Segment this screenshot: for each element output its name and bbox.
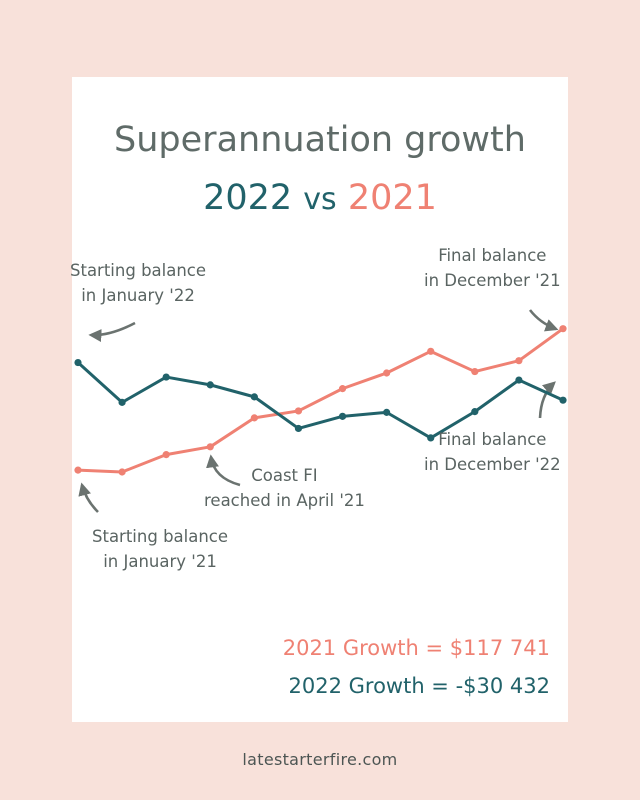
annotation-start-21-line1: Starting balance (92, 527, 229, 546)
chart-subtitle: 2022 vs 2021 (0, 178, 640, 218)
series-line-2021 (77, 327, 564, 474)
annotation-start-22: Starting balance in January '22 (70, 258, 206, 308)
arrow-coast-fi (206, 454, 241, 487)
point-2022-Jun (294, 424, 303, 433)
series-line-2022 (76, 361, 564, 440)
series-layer (74, 325, 567, 476)
growth-2021: 2021 Growth = $117 741 (282, 636, 550, 660)
annotation-start-22-line2: in January '22 (81, 286, 195, 305)
arrow-final-22 (538, 381, 556, 419)
arrow-final-21 (528, 309, 559, 332)
annotation-final-22: Final balance in December '22 (424, 427, 561, 477)
point-2021-Apr (206, 443, 214, 451)
point-2021-Feb (118, 468, 126, 476)
annotation-final-21-line1: Final balance (438, 246, 547, 265)
series-2022 (74, 358, 567, 442)
point-2021-Aug (383, 369, 391, 377)
arrow-start-22 (88, 321, 136, 343)
point-2021-Mar (162, 451, 170, 459)
annotation-start-22-line1: Starting balance (70, 261, 207, 280)
point-2022-Sep (427, 434, 435, 442)
point-2022-May (250, 393, 258, 401)
point-2021-May (250, 414, 258, 422)
subtitle-year-2021: 2021 (347, 178, 437, 218)
subtitle-year-2022: 2022 (203, 178, 293, 218)
point-2022-Nov (515, 376, 523, 384)
site-footer: latestarterfire.com (242, 750, 398, 769)
point-2021-Jan (74, 466, 82, 474)
point-2022-Apr (206, 381, 214, 389)
growth-2022: 2022 Growth = -$30 432 (288, 674, 551, 698)
point-2022-Dec (559, 396, 567, 404)
subtitle-vs: vs (303, 182, 337, 217)
point-2022-Feb (118, 398, 126, 406)
annotation-final-22-line2: in December '22 (424, 455, 561, 474)
point-2021-Oct (471, 367, 479, 376)
point-2022-Jul (338, 412, 347, 420)
annotation-coast-fi-line1: Coast FI (251, 466, 318, 485)
point-2022-Jan (74, 358, 82, 367)
point-2021-Sep (427, 347, 435, 355)
point-2021-Dec (559, 325, 567, 333)
annotation-final-21-line2: in December '21 (424, 271, 561, 290)
series-2021 (74, 325, 567, 476)
chart-title: Superannuation growth (114, 120, 526, 160)
point-2022-Mar (162, 373, 170, 381)
annotation-start-21-line2: in January '21 (103, 552, 217, 571)
point-2021-Jun (294, 407, 303, 415)
annotation-start-21: Starting balance in January '21 (92, 524, 228, 574)
annotation-final-21: Final balance in December '21 (424, 243, 561, 293)
point-2021-Nov (515, 357, 523, 365)
annotation-final-22-line1: Final balance (438, 430, 547, 449)
annotation-arrows (78, 309, 559, 513)
annotation-coast-fi-line2: reached in April '21 (204, 491, 365, 510)
annotation-coast-fi: Coast FI reached in April '21 (204, 463, 365, 513)
point-2021-Jul (338, 385, 347, 393)
point-2022-Aug (383, 408, 391, 416)
point-2022-Oct (471, 408, 479, 416)
arrow-start-21 (78, 482, 99, 513)
